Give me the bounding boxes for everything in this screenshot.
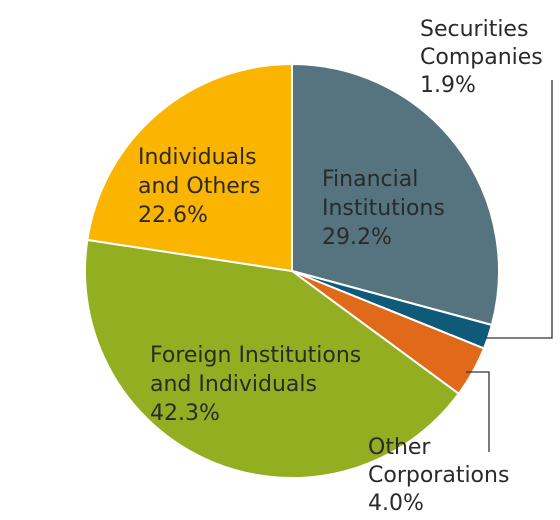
label-individuals-others: Individuals and Others 22.6% (138, 145, 260, 228)
pie-slice-financial-institutions (291, 62, 500, 327)
pie-slice-individuals-and-others (86, 62, 293, 273)
label-securities-line1: Securities (420, 17, 528, 42)
label-individuals-line1: Individuals (138, 145, 257, 170)
label-financial-line1: Financial (322, 167, 418, 192)
label-other-line1: Other (368, 435, 431, 460)
label-other-value: 4.0% (368, 491, 424, 516)
label-foreign-value: 42.3% (150, 401, 220, 426)
label-securities-companies: Securities Companies 1.9% (420, 17, 543, 98)
label-other-line2: Corporations (368, 463, 509, 488)
label-other-corporations: Other Corporations 4.0% (368, 435, 509, 516)
label-financial-value: 29.2% (322, 225, 392, 250)
leader-line-other-corporations (466, 371, 490, 452)
pie-slices (84, 62, 500, 479)
label-individuals-value: 22.6% (138, 203, 208, 228)
leader-line-securities (485, 80, 553, 339)
label-financial-line2: Institutions (322, 196, 445, 221)
label-financial-institutions: Financial Institutions 29.2% (322, 167, 445, 250)
label-securities-value: 1.9% (420, 73, 476, 98)
label-foreign-institutions: Foreign Institutions and Individuals 42.… (150, 343, 361, 426)
label-securities-line2: Companies (420, 45, 543, 70)
label-foreign-line1: Foreign Institutions (150, 343, 361, 368)
label-foreign-line2: and Individuals (150, 372, 317, 397)
label-individuals-line2: and Others (138, 174, 260, 199)
pie-slice-foreign-institutions-and-individuals (84, 238, 461, 479)
